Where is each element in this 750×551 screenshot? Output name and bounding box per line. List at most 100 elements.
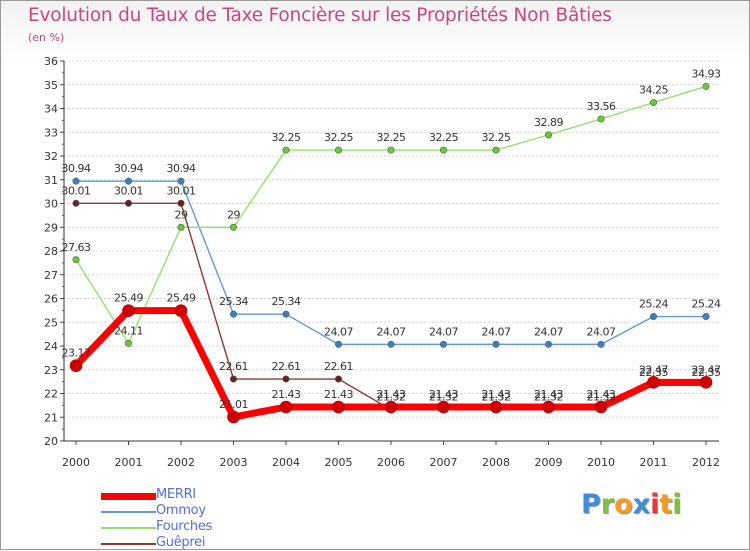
data-label: 21.32 (429, 391, 458, 404)
data-label: 21.43 (377, 388, 406, 401)
series-merri (69, 304, 713, 424)
y-tick-label: 34 (44, 103, 58, 116)
y-tick-label: 22 (44, 388, 58, 401)
data-label: 30.01 (114, 184, 143, 197)
data-label: 23.17 (62, 347, 91, 360)
y-tick-label: 36 (44, 55, 58, 68)
data-point (230, 375, 238, 383)
data-label: 21.01 (219, 398, 248, 411)
page-title: Evolution du Taux de Taxe Foncière sur l… (28, 5, 612, 26)
data-label: 21.43 (482, 388, 511, 401)
data-point (492, 146, 500, 154)
x-tick-label: 2009 (535, 456, 563, 469)
data-label: 33.56 (587, 100, 616, 113)
data-label: 25.34 (272, 295, 301, 308)
data-label: 32.25 (272, 131, 301, 144)
x-tick-label: 2003 (220, 456, 248, 469)
y-tick-label: 28 (44, 245, 58, 258)
x-tick-label: 2004 (272, 456, 300, 469)
data-point (230, 223, 238, 231)
data-label: 21.43 (324, 388, 353, 401)
data-point (174, 304, 188, 317)
data-label: 29 (175, 208, 188, 221)
x-tick-label: 2005 (325, 456, 353, 469)
data-point (597, 340, 605, 348)
data-point (279, 400, 293, 414)
data-point (542, 400, 555, 414)
data-point (439, 340, 447, 348)
data-label: 34.93 (692, 67, 721, 80)
legend-label: MERRI (156, 487, 196, 502)
data-label: 22.35 (692, 366, 721, 379)
data-label: 25.24 (692, 298, 721, 311)
logo-letter: r (600, 489, 615, 520)
x-tick-label: 2011 (640, 456, 668, 469)
data-label: 30.94 (167, 162, 196, 175)
data-point (437, 400, 450, 414)
data-point (702, 82, 710, 90)
data-point (72, 256, 80, 264)
data-label: 22.47 (639, 363, 668, 376)
data-label: 30.94 (62, 162, 91, 175)
data-point (282, 375, 290, 383)
data-point (597, 115, 605, 123)
logo-letter: P (581, 489, 601, 520)
data-point (125, 199, 133, 207)
data-label: 24.07 (482, 325, 511, 338)
x-tick-label: 2007 (430, 456, 458, 469)
data-label: 22.35 (639, 366, 668, 379)
data-point (439, 146, 447, 154)
data-label: 21.43 (587, 388, 616, 401)
data-point (177, 223, 185, 231)
data-point (334, 340, 342, 348)
data-point (125, 177, 133, 185)
data-point (282, 146, 290, 154)
legend-swatch (101, 492, 156, 500)
legend-swatch (101, 543, 156, 545)
logo-letter: t (659, 489, 673, 520)
legend-label: Fourches (156, 519, 213, 534)
logo-letter: i (650, 489, 660, 520)
data-label: 27.63 (62, 241, 91, 254)
data-label: 22.61 (324, 360, 353, 373)
data-point (384, 400, 398, 414)
x-tick-label: 2002 (167, 456, 195, 469)
data-point (177, 199, 185, 207)
data-label: 25.49 (114, 292, 143, 305)
data-point (125, 339, 133, 347)
data-point (492, 340, 500, 348)
data-point (69, 359, 83, 373)
data-label: 25.24 (639, 298, 668, 311)
y-tick-label: 27 (44, 269, 58, 282)
data-label: 32.25 (377, 131, 406, 144)
data-label: 21.43 (272, 388, 301, 401)
data-label: 24.07 (429, 325, 458, 338)
y-tick-label: 26 (44, 293, 58, 306)
legend-label: Guêprei (156, 535, 206, 550)
data-label: 24.07 (377, 325, 406, 338)
data-point (387, 340, 395, 348)
data-label: 24.07 (324, 325, 353, 338)
data-label: 21.32 (377, 391, 406, 404)
y-tick-label: 31 (44, 174, 58, 187)
x-tick-label: 2006 (377, 456, 405, 469)
series-ommoy (72, 177, 710, 348)
data-label: 25.49 (167, 292, 196, 305)
data-point (177, 177, 185, 185)
data-label: 21.43 (534, 388, 563, 401)
unit-label: (en %) (28, 31, 65, 44)
data-point (334, 375, 342, 383)
data-label: 34.25 (639, 84, 668, 97)
data-label: 24.11 (114, 324, 143, 337)
data-label: 30.01 (62, 184, 91, 197)
data-point (544, 131, 552, 139)
data-point (647, 376, 660, 389)
y-tick-label: 32 (44, 150, 58, 163)
data-point (282, 310, 290, 318)
data-point (649, 99, 657, 107)
data-label: 32.89 (534, 116, 563, 129)
y-tick-label: 35 (44, 79, 58, 92)
data-point (122, 304, 135, 317)
legend-swatch (101, 527, 156, 529)
